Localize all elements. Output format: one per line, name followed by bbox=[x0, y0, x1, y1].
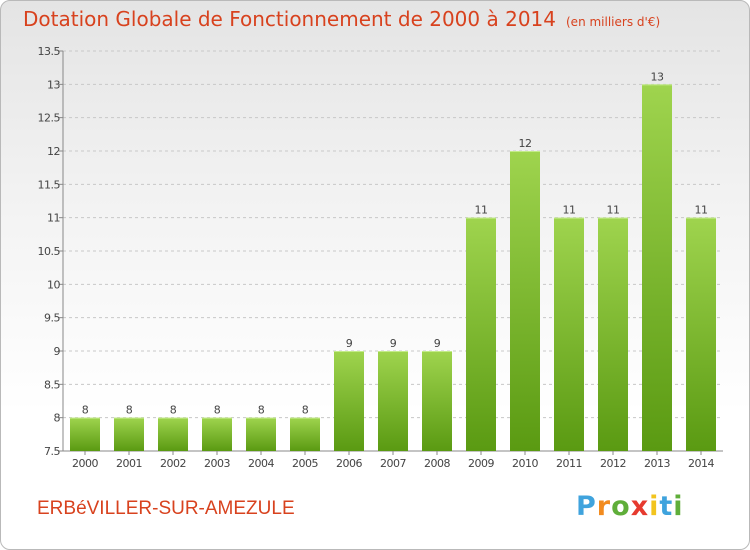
data-label: 9 bbox=[434, 337, 441, 350]
data-label: 9 bbox=[390, 337, 397, 350]
bar bbox=[466, 217, 496, 451]
data-label: 11 bbox=[607, 204, 620, 217]
y-tick-label: 13 bbox=[47, 78, 60, 91]
x-tick-label: 2008 bbox=[424, 457, 450, 470]
y-tick-label: 10.5 bbox=[38, 245, 61, 258]
bar bbox=[642, 84, 672, 451]
bar bbox=[686, 217, 716, 451]
y-tick-label: 8 bbox=[54, 412, 61, 425]
x-tick-label: 2012 bbox=[600, 457, 626, 470]
bar bbox=[378, 351, 408, 451]
y-tick-label: 11 bbox=[47, 212, 60, 225]
y-tick-label: 8.5 bbox=[44, 378, 60, 391]
data-label: 13 bbox=[651, 70, 664, 83]
bar bbox=[510, 151, 540, 451]
y-tick-label: 9 bbox=[54, 345, 61, 358]
x-tick-label: 2006 bbox=[336, 457, 362, 470]
x-tick-label: 2010 bbox=[512, 457, 538, 470]
x-tick-label: 2009 bbox=[468, 457, 494, 470]
logo-letter: P bbox=[576, 491, 597, 522]
x-tick-label: 2000 bbox=[72, 457, 98, 470]
y-tick-label: 10 bbox=[47, 278, 60, 291]
data-label: 8 bbox=[170, 404, 177, 417]
x-tick-label: 2011 bbox=[556, 457, 582, 470]
bar bbox=[158, 417, 188, 451]
logo-letter: r bbox=[596, 491, 612, 522]
data-label: 11 bbox=[695, 204, 708, 217]
data-label: 8 bbox=[126, 404, 133, 417]
y-tick-label: 13.5 bbox=[38, 45, 61, 58]
data-label: 8 bbox=[258, 404, 265, 417]
data-label: 8 bbox=[82, 404, 89, 417]
bar bbox=[598, 217, 628, 451]
logo-letter: t bbox=[659, 491, 674, 522]
logo-letter: i bbox=[649, 491, 660, 522]
data-label: 11 bbox=[475, 204, 488, 217]
data-label: 9 bbox=[346, 337, 353, 350]
bar bbox=[334, 351, 364, 451]
chart-title: Dotation Globale de Fonctionnement de 20… bbox=[23, 7, 660, 31]
bar bbox=[290, 417, 320, 451]
x-tick-label: 2013 bbox=[644, 457, 670, 470]
y-tick-label: 9.5 bbox=[44, 312, 60, 325]
bar bbox=[70, 417, 100, 451]
y-tick-label: 12 bbox=[47, 145, 60, 158]
bar bbox=[202, 417, 232, 451]
x-tick-label: 2014 bbox=[688, 457, 714, 470]
chart-unit-note: (en milliers d'€) bbox=[566, 15, 661, 29]
data-label: 12 bbox=[519, 137, 532, 150]
commune-name: ERBéVILLER-SUR-AMEZULE bbox=[37, 498, 295, 519]
logo-letter: x bbox=[630, 491, 650, 522]
bar bbox=[246, 417, 276, 451]
x-tick-label: 2004 bbox=[248, 457, 274, 470]
y-tick-label: 12.5 bbox=[38, 112, 61, 125]
bar bbox=[554, 217, 584, 451]
data-label: 11 bbox=[563, 204, 576, 217]
x-tick-label: 2002 bbox=[160, 457, 186, 470]
data-label: 8 bbox=[302, 404, 309, 417]
proxiti-logo[interactable]: Proxiti bbox=[576, 491, 684, 522]
bar bbox=[422, 351, 452, 451]
x-tick-label: 2001 bbox=[116, 457, 142, 470]
x-tick-label: 2003 bbox=[204, 457, 230, 470]
logo-letter: i bbox=[673, 491, 684, 522]
bar bbox=[114, 417, 144, 451]
x-tick-label: 2007 bbox=[380, 457, 406, 470]
data-label: 8 bbox=[214, 404, 221, 417]
x-tick-label: 2005 bbox=[292, 457, 318, 470]
logo-letter: o bbox=[611, 491, 631, 522]
y-tick-label: 11.5 bbox=[38, 178, 61, 191]
chart-title-text: Dotation Globale de Fonctionnement de 20… bbox=[23, 7, 556, 31]
y-tick-label: 7.5 bbox=[44, 445, 60, 458]
